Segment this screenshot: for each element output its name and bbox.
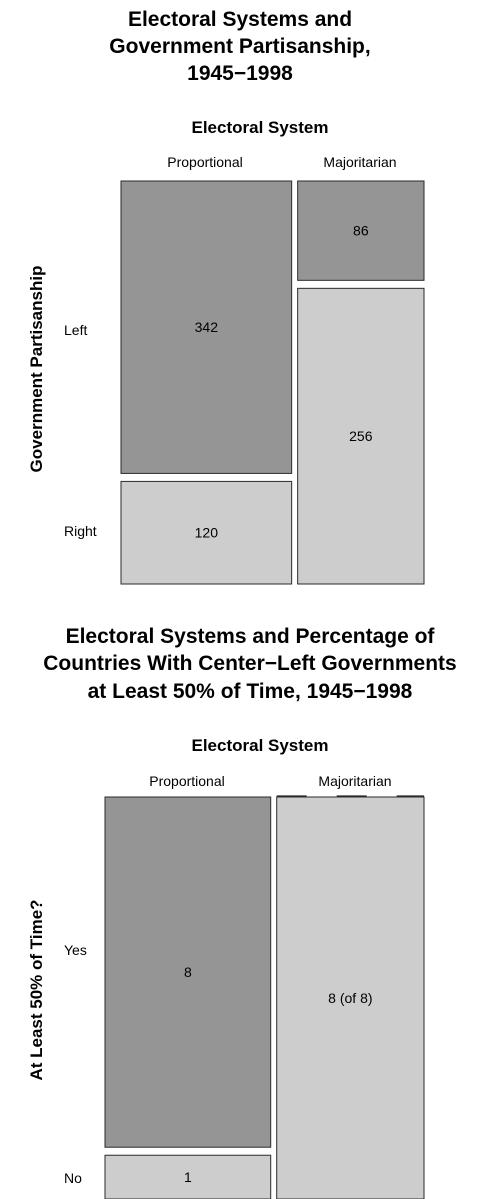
chart2-cell-label-yes-proportional: 8 xyxy=(184,964,192,980)
chart1-title-line3: 1945−1998 xyxy=(187,62,293,85)
chart1-row-label-left: Left xyxy=(64,322,87,338)
chart2-row-label-no: No xyxy=(64,1170,82,1186)
chart1-cell-label-left-majoritarian: 86 xyxy=(353,223,369,239)
chart2-cell-yes-proportional xyxy=(104,796,272,1148)
chart1-cell-label-right-proportional: 120 xyxy=(195,525,219,541)
chart2-cell-label-no-majoritarian: 8 (of 8) xyxy=(328,990,372,1006)
chart1-title-line2: Government Partisanship, xyxy=(109,35,370,58)
chart1-cell-right-proportional xyxy=(120,480,293,585)
chart2-column-label-majoritarian: Majoritarian xyxy=(318,773,391,789)
chart2-title-line1: Electoral Systems and Percentage of xyxy=(66,625,436,648)
chart2-cells: 8 1 8 (of 8) xyxy=(104,795,425,1199)
chart2-cell-no-proportional xyxy=(104,1154,272,1199)
chart2-row-label-yes: Yes xyxy=(64,942,87,958)
chart1-cell-right-majoritarian xyxy=(297,287,425,585)
chart1-column-label-majoritarian: Majoritarian xyxy=(323,154,396,170)
chart2-cell-label-no-proportional: 1 xyxy=(184,1169,192,1185)
chart1-row-label-right: Right xyxy=(64,523,97,539)
chart1-title-line1: Electoral Systems and xyxy=(128,8,352,31)
chart2-title-line3: at Least 50% of Time, 1945−1998 xyxy=(88,680,413,703)
chart1-cell-label-right-majoritarian: 256 xyxy=(349,428,373,444)
chart2-title-line2: Countries With Center−Left Governments xyxy=(43,652,456,675)
chart2-column-label-proportional: Proportional xyxy=(149,773,225,789)
chart2-column-variable: Electoral System xyxy=(191,736,328,755)
chart1-column-label-proportional: Proportional xyxy=(167,154,243,170)
chart1-cells: 342 120 86 256 xyxy=(120,180,425,585)
chart1-cell-label-left-proportional: 342 xyxy=(195,319,219,335)
chart1-row-variable: Government Partisanship xyxy=(27,266,46,473)
chart1-column-variable: Electoral System xyxy=(191,118,328,137)
chart1-cell-left-proportional xyxy=(120,180,293,474)
chart2-cell-no-majoritarian xyxy=(276,796,425,1199)
chart2-row-variable: At Least 50% of Time? xyxy=(27,899,46,1080)
chart1-cell-left-majoritarian xyxy=(297,180,425,281)
